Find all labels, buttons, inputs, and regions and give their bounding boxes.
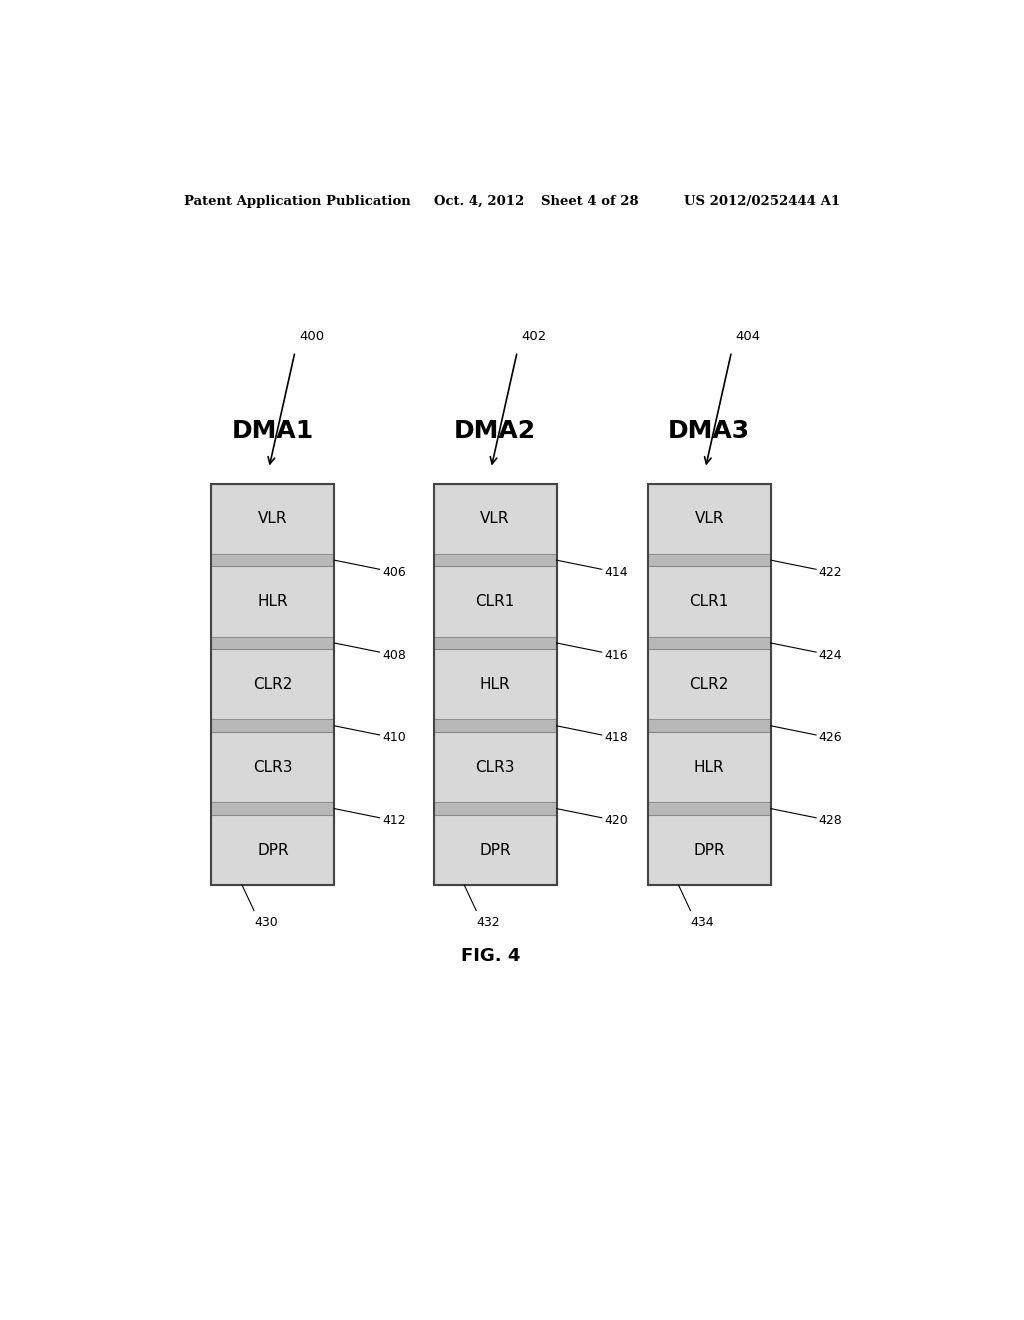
Text: 408: 408 [382,648,406,661]
Text: 434: 434 [690,916,714,928]
Bar [648,636,771,649]
Bar [211,719,334,733]
Text: HLR: HLR [694,760,725,775]
Text: FIG. 4: FIG. 4 [461,948,520,965]
Text: HLR: HLR [479,677,510,692]
Bar [648,733,771,803]
Text: 418: 418 [604,731,628,744]
Text: 428: 428 [818,814,842,828]
Text: 410: 410 [382,731,406,744]
Bar [211,554,334,566]
Text: 412: 412 [382,814,406,828]
Text: 426: 426 [818,731,842,744]
Bar [433,566,557,636]
Bar [433,814,557,886]
Text: VLR: VLR [694,511,724,527]
Bar [433,483,557,554]
Bar [433,483,557,886]
Text: DMA1: DMA1 [231,418,314,444]
Text: CLR3: CLR3 [253,760,293,775]
Text: VLR: VLR [258,511,288,527]
Bar [648,554,771,566]
Bar [648,483,771,886]
Bar [211,814,334,886]
Text: 424: 424 [818,648,842,661]
Bar [211,566,334,636]
Bar [433,733,557,803]
Bar [211,483,334,886]
Bar [433,554,557,566]
Bar [211,733,334,803]
Bar [433,649,557,719]
Bar [648,814,771,886]
Bar [648,803,771,814]
Text: 432: 432 [476,916,500,928]
Bar [433,719,557,733]
Text: CLR1: CLR1 [689,594,729,609]
Text: 422: 422 [818,566,842,579]
Text: CLR2: CLR2 [689,677,729,692]
Bar [211,636,334,649]
Text: Patent Application Publication: Patent Application Publication [183,194,411,207]
Text: DMA3: DMA3 [669,418,751,444]
Text: 404: 404 [735,330,761,343]
Bar [433,636,557,649]
Text: CLR3: CLR3 [475,760,515,775]
Text: Sheet 4 of 28: Sheet 4 of 28 [541,194,638,207]
Bar [648,483,771,554]
Text: US 2012/0252444 A1: US 2012/0252444 A1 [684,194,840,207]
Bar [648,719,771,733]
Text: 430: 430 [254,916,278,928]
Text: 402: 402 [521,330,547,343]
Bar [211,803,334,814]
Text: HLR: HLR [257,594,288,609]
Text: DMA2: DMA2 [454,418,537,444]
Text: 406: 406 [382,566,406,579]
Text: 420: 420 [604,814,628,828]
Text: CLR2: CLR2 [253,677,293,692]
Text: CLR1: CLR1 [475,594,515,609]
Bar [433,803,557,814]
Text: DPR: DPR [257,842,289,858]
Text: 400: 400 [299,330,325,343]
Bar [648,649,771,719]
Text: DPR: DPR [693,842,725,858]
Text: 416: 416 [604,648,628,661]
Text: VLR: VLR [480,511,510,527]
Bar [211,483,334,554]
Text: 414: 414 [604,566,628,579]
Bar [648,566,771,636]
Text: Oct. 4, 2012: Oct. 4, 2012 [433,194,524,207]
Bar [211,649,334,719]
Text: DPR: DPR [479,842,511,858]
